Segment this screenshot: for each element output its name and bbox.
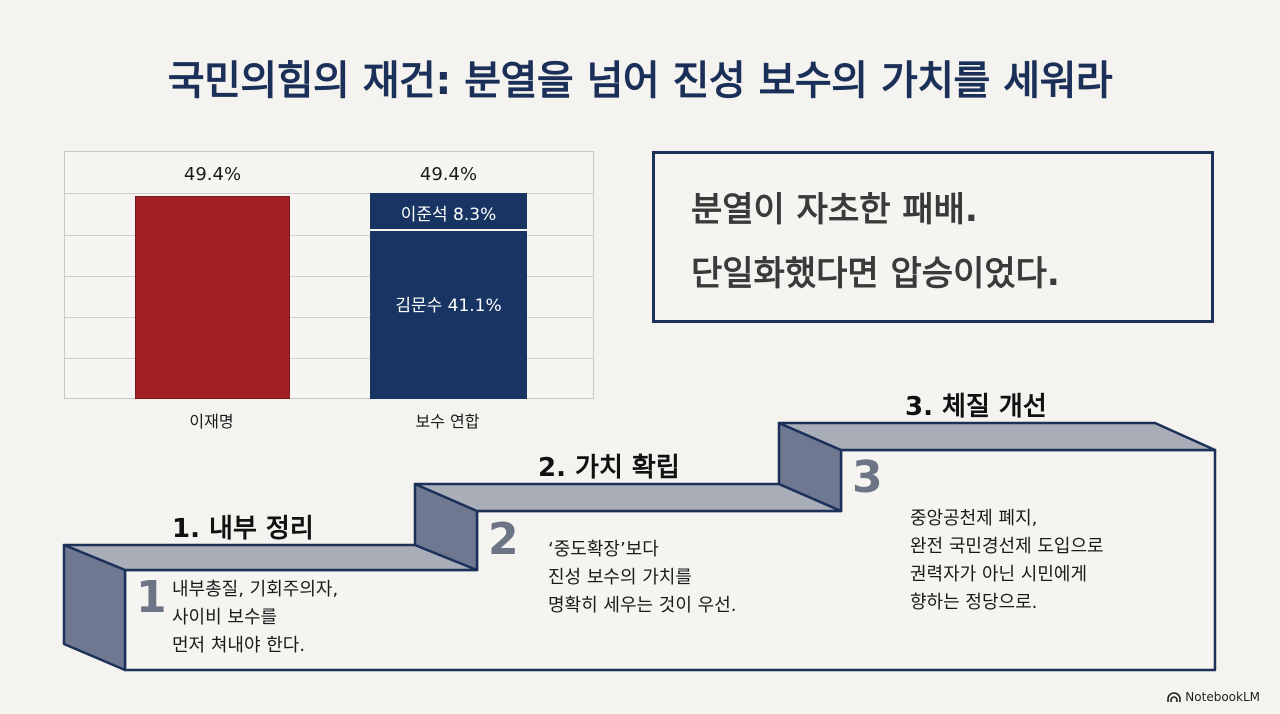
step-2-number: 2 bbox=[488, 514, 519, 565]
segment-label: 김문수 41.1% bbox=[395, 296, 502, 316]
gridline bbox=[65, 317, 593, 318]
callout-line-1: 분열이 자초한 패배. bbox=[691, 190, 978, 230]
callout-line-2: 단일화했다면 압승이었다. bbox=[691, 254, 1060, 294]
notebooklm-brand: NotebookLM bbox=[1167, 690, 1260, 704]
gridline bbox=[65, 358, 593, 359]
step-1-number: 1 bbox=[136, 572, 167, 623]
step-1-description: 내부총질, 기회주의자, 사이비 보수를 먼저 쳐내야 한다. bbox=[172, 579, 339, 656]
bar-total-label: 49.4% bbox=[419, 164, 478, 185]
vote-share-chart: 49.4% 49.4% 이준석 8.3% 김문수 41.1% bbox=[64, 151, 594, 399]
key-message-callout: 분열이 자초한 패배. 단일화했다면 압승이었다. bbox=[652, 151, 1214, 323]
bar-total-label: 49.4% bbox=[183, 164, 242, 185]
step-3-number: 3 bbox=[852, 452, 883, 503]
step-1-title: 1. 내부 정리 bbox=[172, 514, 314, 544]
category-label: 보수 연합 bbox=[415, 412, 480, 431]
bar-segment-kim-moonsoo: 김문수 41.1% bbox=[370, 231, 527, 399]
gridline bbox=[65, 276, 593, 277]
gridline bbox=[65, 193, 593, 194]
notebooklm-logo-icon bbox=[1167, 691, 1182, 702]
step-2-title: 2. 가치 확립 bbox=[538, 453, 680, 483]
brand-label: NotebookLM bbox=[1185, 690, 1260, 704]
step-3-description: 중앙공천제 폐지, 완전 국민경선제 도입으로 권력자가 아닌 시민에게 향하는… bbox=[910, 508, 1104, 613]
page-title: 국민의힘의 재건: 분열을 넘어 진성 보수의 가치를 세워라 bbox=[167, 58, 1113, 104]
bar-segment-lee-junseok: 이준석 8.3% bbox=[370, 193, 527, 229]
gridline bbox=[65, 235, 593, 236]
step-2-description: ‘중도확장’보다 진성 보수의 가치를 명확히 세우는 것이 우선. bbox=[548, 539, 737, 616]
bar-lee-jaemyung bbox=[135, 196, 290, 399]
step-3-title: 3. 체질 개선 bbox=[905, 392, 1047, 422]
category-label: 이재명 bbox=[189, 412, 234, 431]
segment-label: 이준석 8.3% bbox=[400, 205, 497, 225]
